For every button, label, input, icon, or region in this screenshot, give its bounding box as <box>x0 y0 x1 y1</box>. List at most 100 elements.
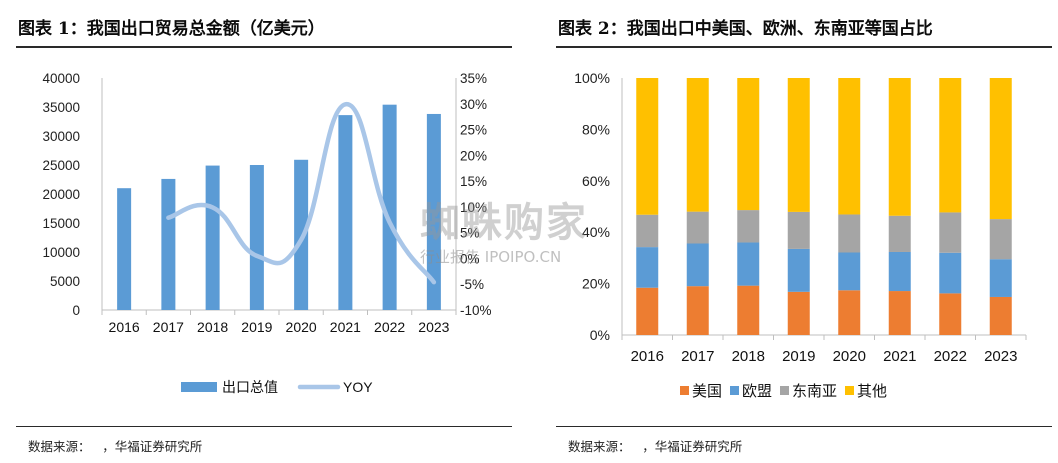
stacked-segment-other <box>939 78 962 213</box>
y-tick-label: 20% <box>582 276 610 292</box>
x-category-label: 2019 <box>782 348 815 365</box>
y-tick-label: 80% <box>582 121 610 137</box>
y-tick-label: 40% <box>582 224 610 240</box>
yoy-line <box>166 102 437 285</box>
stacked-segment-asean <box>888 215 911 252</box>
left-combo-chart: 0 5000 10000 15000 20000 25000 30000 35000 40000… <box>42 71 492 395</box>
stacked-segment-other <box>787 78 810 212</box>
legend-label-yoy: YOY <box>343 379 373 395</box>
stacked-segment-eu <box>939 252 962 294</box>
legend-label-eu: 欧盟 <box>742 383 772 400</box>
right-y-tick-label: -10% <box>460 303 492 318</box>
stacked-segment-other <box>686 78 709 212</box>
stacked-segment-us <box>636 287 659 335</box>
legend-label-other: 其他 <box>857 383 887 400</box>
legend-label-us: 美国 <box>692 383 722 400</box>
export-value-bar <box>205 165 220 310</box>
stacked-segment-eu <box>737 242 760 286</box>
right-y-tick-label: 0% <box>460 251 480 266</box>
x-category-label: 2023 <box>418 319 449 335</box>
x-category-label: 2017 <box>681 348 714 365</box>
right-source-rule <box>556 426 1052 427</box>
x-category-label: 2019 <box>241 319 272 335</box>
stacked-segment-asean <box>636 214 659 248</box>
x-category-label: 2020 <box>286 319 317 335</box>
right-stacked-chart: 0% 20% 40% 60% 80% 100% 2016 2017 2018 2019 2020 20… <box>574 70 1027 400</box>
legend-swatch-other <box>845 386 854 395</box>
stacked-segment-asean <box>737 210 760 243</box>
stacked-segment-asean <box>686 211 709 244</box>
left-title-rule <box>16 46 512 48</box>
stacked-segment-eu <box>636 247 659 288</box>
right-y-tick-label: -5% <box>460 277 484 292</box>
left-chart-title: 图表 1：我国出口贸易总金额（亿美元） <box>18 19 325 39</box>
y-tick-label: 100% <box>574 70 610 86</box>
right-chart-panel: 图表 2：我国出口中美国、欧洲、东南亚等国占比 0% 20% 40% 60% 80% 10… <box>540 0 1058 463</box>
stacked-segment-asean <box>989 219 1012 260</box>
left-chart-panel: 图表 1：我国出口贸易总金额（亿美元） 0 5000 10000 15000 20000… <box>0 0 518 463</box>
stacked-segment-other <box>989 78 1012 220</box>
right-y-tick-label: 20% <box>460 148 487 163</box>
right-y-tick-label: 10% <box>460 200 487 215</box>
x-category-label: 2022 <box>934 348 967 365</box>
stacked-segment-eu <box>989 259 1012 297</box>
x-category-label: 2021 <box>330 319 361 335</box>
right-y-tick-label: 30% <box>460 97 487 112</box>
stacked-segment-us <box>787 291 810 335</box>
export-value-bar <box>117 188 132 310</box>
stacked-segment-other <box>838 78 861 215</box>
stacked-segment-asean <box>838 214 861 253</box>
x-category-label: 2021 <box>883 348 916 365</box>
stacked-segment-us <box>939 293 962 335</box>
export-value-bar <box>294 159 309 310</box>
x-category-label: 2018 <box>197 319 228 335</box>
export-value-bar <box>382 104 397 311</box>
left-y-tick-label: 10000 <box>42 245 80 260</box>
left-source-org: ，华福证券研究所 <box>102 439 203 454</box>
stacked-segment-us <box>888 291 911 335</box>
x-category-label: 2016 <box>631 348 664 365</box>
left-source-label: 数据来源： <box>28 439 85 454</box>
left-y-tick-label: 25000 <box>42 158 80 173</box>
export-value-bar <box>426 113 441 311</box>
stacked-segment-eu <box>787 248 810 292</box>
right-chart-title: 图表 2：我国出口中美国、欧洲、东南亚等国占比 <box>558 19 933 39</box>
legend-swatch-export <box>181 382 217 392</box>
right-y-tick-label: 15% <box>460 174 487 189</box>
right-title-rule <box>556 46 1052 48</box>
y-tick-label: 60% <box>582 173 610 189</box>
left-source-rule <box>16 426 512 427</box>
right-y-tick-label: 25% <box>460 123 487 138</box>
right-y-tick-label: 35% <box>460 71 487 86</box>
stacked-segment-asean <box>787 211 810 249</box>
stacked-segment-eu <box>838 252 861 291</box>
stacked-segment-other <box>888 78 911 216</box>
legend-swatch-asean <box>780 386 789 395</box>
left-y-tick-label: 0 <box>72 303 80 318</box>
right-source-label: 数据来源： <box>568 439 625 454</box>
stacked-segment-other <box>636 78 659 215</box>
right-source-org: ，华福证券研究所 <box>642 439 743 454</box>
right-source-note: 数据来源： ，华福证券研究所 <box>568 436 742 455</box>
right-y-tick-label: 5% <box>460 226 480 241</box>
x-category-label: 2020 <box>833 348 866 365</box>
left-y-tick-label: 35000 <box>42 100 80 115</box>
legend-label-asean: 东南亚 <box>792 383 837 400</box>
stacked-segment-us <box>989 296 1012 335</box>
left-y-tick-label: 30000 <box>42 129 80 144</box>
stacked-segment-eu <box>888 251 911 292</box>
x-category-label: 2017 <box>153 319 184 335</box>
left-source-note: 数据来源： ，华福证券研究所 <box>28 436 202 455</box>
export-value-bar <box>338 115 353 311</box>
stacked-segment-us <box>838 290 861 335</box>
export-value-bar <box>161 178 176 310</box>
legend-swatch-eu <box>730 386 739 395</box>
stacked-segment-asean <box>939 212 962 253</box>
x-category-label: 2023 <box>984 348 1017 365</box>
stacked-segment-eu <box>686 243 709 287</box>
x-category-label: 2016 <box>109 319 140 335</box>
legend-swatch-us <box>680 386 689 395</box>
left-y-tick-label: 20000 <box>42 187 80 202</box>
left-y-tick-label: 5000 <box>50 274 80 289</box>
left-y-tick-label: 40000 <box>42 71 80 86</box>
